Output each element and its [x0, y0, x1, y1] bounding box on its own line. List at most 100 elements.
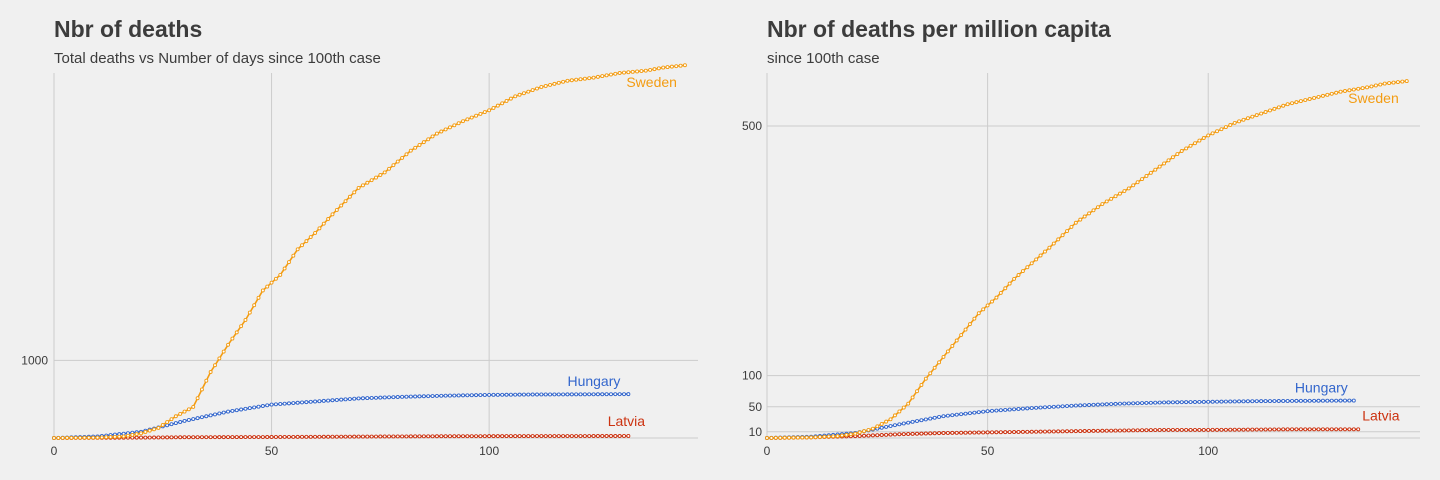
- data-point: [1087, 428, 1092, 433]
- data-point: [1060, 429, 1065, 434]
- data-point: [330, 212, 335, 217]
- data-point: [400, 155, 405, 160]
- data-point: [495, 434, 500, 439]
- data-point: [487, 434, 492, 439]
- data-point: [613, 392, 618, 397]
- data-point: [317, 399, 322, 404]
- data-point: [941, 354, 946, 359]
- data-point: [1034, 429, 1039, 434]
- data-point: [976, 410, 981, 415]
- series-label-sweden: Sweden: [626, 74, 677, 90]
- data-point: [230, 336, 235, 341]
- data-point: [853, 431, 858, 436]
- data-point: [1210, 427, 1215, 432]
- data-point: [326, 398, 331, 403]
- data-point: [1356, 427, 1361, 432]
- data-point: [443, 393, 448, 398]
- data-point: [879, 425, 884, 430]
- data-point: [365, 396, 370, 401]
- data-point: [813, 435, 818, 440]
- data-point: [910, 431, 915, 436]
- data-point: [517, 392, 522, 397]
- data-point: [1034, 257, 1039, 262]
- data-point: [1016, 407, 1021, 411]
- data-point: [260, 404, 265, 408]
- data-point: [972, 316, 977, 321]
- data-point: [287, 401, 291, 406]
- data-point: [147, 435, 152, 440]
- data-point: [981, 409, 986, 414]
- data-point: [1003, 430, 1008, 435]
- data-point: [247, 406, 252, 411]
- data-point: [548, 392, 553, 397]
- data-point: [112, 434, 117, 439]
- data-point: [884, 424, 889, 429]
- data-point: [521, 392, 526, 397]
- data-point: [804, 435, 809, 440]
- data-point: [1223, 427, 1228, 432]
- data-point: [870, 426, 875, 431]
- data-point: [243, 318, 248, 322]
- data-point: [985, 303, 990, 308]
- data-point: [1338, 398, 1343, 403]
- data-point: [587, 76, 592, 81]
- data-point: [831, 434, 836, 439]
- data-point: [321, 221, 326, 226]
- data-point: [1131, 183, 1136, 188]
- data-point: [56, 436, 61, 440]
- data-point: [421, 434, 426, 439]
- data-point: [535, 434, 539, 439]
- data-point: [1122, 189, 1127, 193]
- data-point: [1382, 81, 1387, 86]
- series-label-latvia: Latvia: [608, 413, 646, 429]
- data-point: [910, 395, 915, 400]
- data-point: [1025, 265, 1030, 270]
- data-point: [1197, 138, 1202, 143]
- data-point: [1078, 429, 1083, 434]
- data-point: [1294, 398, 1299, 403]
- data-point: [582, 76, 587, 81]
- data-point: [1241, 117, 1246, 122]
- data-point: [165, 435, 170, 440]
- data-point: [998, 430, 1003, 435]
- data-point: [221, 410, 226, 415]
- data-point: [1179, 427, 1184, 432]
- data-point: [452, 123, 457, 128]
- data-point: [352, 190, 357, 195]
- data-point: [906, 401, 911, 406]
- data-point: [1170, 155, 1175, 160]
- data-point: [278, 402, 283, 406]
- data-point: [182, 418, 187, 423]
- data-point: [252, 405, 257, 410]
- data-point: [352, 434, 357, 439]
- data-point: [456, 434, 461, 439]
- data-point: [1237, 119, 1242, 124]
- data-point: [1153, 167, 1158, 172]
- data-point: [360, 183, 365, 188]
- data-point: [954, 430, 959, 435]
- data-point: [178, 435, 183, 440]
- data-point: [919, 431, 924, 436]
- x-tick-label: 50: [265, 444, 279, 458]
- data-point: [117, 434, 122, 439]
- data-point: [591, 392, 596, 397]
- data-point: [304, 434, 309, 439]
- x-tick-label: 100: [479, 444, 499, 458]
- data-point: [1343, 427, 1347, 432]
- data-point: [857, 433, 862, 438]
- data-point: [923, 431, 928, 436]
- x-tick-label: 50: [981, 444, 995, 458]
- data-point: [186, 407, 191, 412]
- data-point: [1025, 406, 1030, 411]
- data-point: [1082, 429, 1087, 433]
- data-point: [591, 75, 596, 80]
- data-point: [669, 64, 674, 69]
- data-point: [990, 430, 994, 435]
- data-point: [430, 134, 435, 139]
- data-point: [626, 392, 631, 397]
- data-point: [430, 394, 435, 398]
- data-point: [630, 69, 635, 74]
- data-point: [622, 70, 626, 75]
- data-point: [273, 402, 278, 407]
- data-point: [1307, 427, 1312, 432]
